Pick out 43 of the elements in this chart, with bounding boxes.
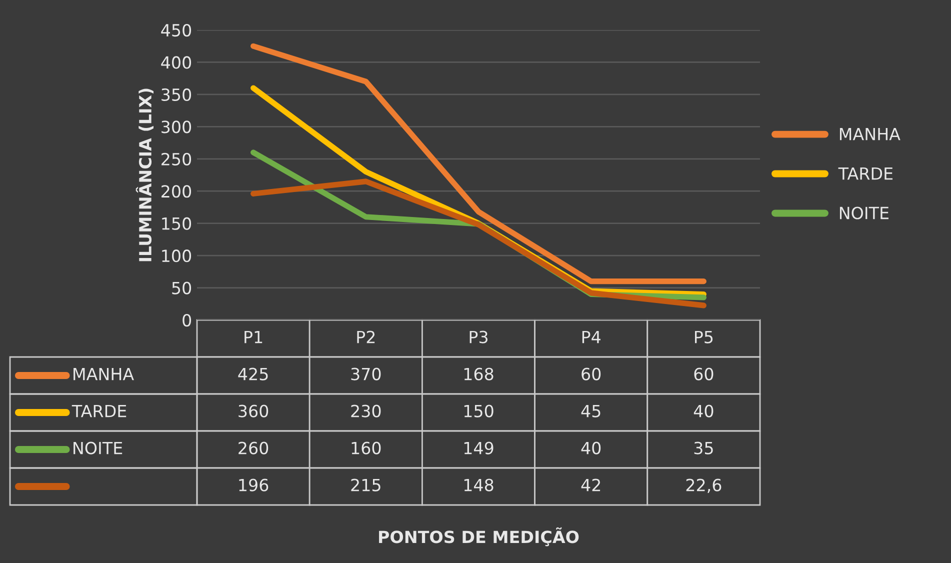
data-label: 168	[464, 368, 494, 380]
data-label: 40	[694, 404, 714, 418]
x-tick-label: P5	[695, 330, 713, 344]
data-label: 45	[581, 404, 600, 418]
data-label: 42	[581, 478, 600, 492]
y-tick-label: 150	[162, 217, 192, 230]
y-tick-label: 350	[162, 88, 192, 102]
y-tick-label: 400	[161, 56, 192, 69]
legend-label: TARDE	[838, 167, 892, 180]
data-label: 160	[352, 442, 381, 454]
legend-label: NOITE	[840, 206, 888, 220]
legend-label: MANHA	[840, 128, 900, 140]
data-label: 60	[694, 368, 714, 380]
y-tick-label: 300	[162, 120, 192, 134]
text: MANHA	[74, 368, 134, 380]
text: TARDE	[72, 404, 126, 418]
y-tick-label: 200	[162, 185, 192, 198]
data-label: 150	[464, 404, 494, 418]
x-tick-label: P3	[470, 330, 488, 344]
data-label: 60	[582, 368, 601, 380]
y-tick-label: 0	[182, 314, 192, 327]
data-label: 260	[238, 442, 268, 454]
data-label: 370	[351, 368, 381, 380]
data-label: 196	[239, 478, 268, 492]
data-label: 215	[351, 478, 380, 492]
y-tick-label: 100	[162, 250, 192, 262]
data-label: 149	[464, 442, 494, 454]
data-label: 360	[238, 404, 268, 418]
y-tick-label: 250	[162, 152, 192, 166]
y-tick-label: 450	[161, 24, 192, 37]
data-label: 22,6	[686, 478, 722, 494]
x-tick-label: P1	[244, 330, 262, 344]
y-tick-label: 50	[172, 282, 192, 294]
x-tick-label: P2	[357, 330, 375, 344]
data-label: 40	[581, 442, 601, 454]
y-axis-title: ILUMINÂNCIA (LIX)	[136, 88, 154, 262]
data-label: 148	[464, 478, 494, 492]
x-tick-label: P4	[582, 330, 600, 344]
data-label: 35	[694, 442, 713, 454]
data-label: 230	[351, 404, 381, 418]
text: NOITE	[74, 442, 122, 454]
text: PONTOS DE MEDIÇÃO	[379, 527, 579, 546]
data-label: 425	[238, 368, 268, 380]
